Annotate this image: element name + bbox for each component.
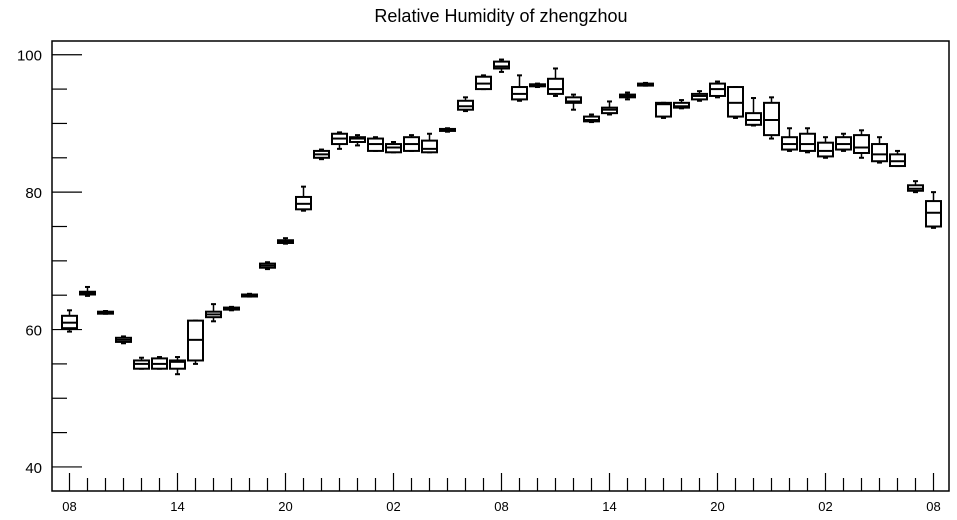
box-mark <box>529 82 546 89</box>
box-mark <box>853 129 870 159</box>
box-body <box>925 200 942 228</box>
box-mark <box>727 86 744 119</box>
x-tick-label: 20 <box>278 499 292 514</box>
box-body <box>745 112 762 126</box>
box-mark <box>907 180 924 194</box>
box-body <box>673 101 690 109</box>
box-mark <box>745 97 762 127</box>
box-body <box>547 77 564 95</box>
box-mark <box>349 134 366 147</box>
box-body <box>817 141 834 158</box>
box-body <box>583 115 600 123</box>
chart-title: Relative Humidity of zhengzhou <box>374 6 627 26</box>
box-mark <box>403 134 420 152</box>
box-mark <box>313 148 330 161</box>
box-mark <box>781 127 798 152</box>
box-body <box>565 96 582 104</box>
box-body <box>349 136 366 143</box>
box-mark <box>619 91 636 101</box>
box-mark <box>367 136 384 152</box>
x-tick-label: 20 <box>710 499 724 514</box>
box-mark <box>331 131 348 150</box>
box-mark <box>655 101 672 119</box>
box-body <box>457 99 474 111</box>
box-mark <box>439 127 456 133</box>
x-tick-label: 14 <box>170 499 184 514</box>
box-mark <box>115 335 132 345</box>
box-body <box>169 359 186 370</box>
box-mark <box>385 140 402 154</box>
box-body <box>421 139 438 154</box>
box-mark <box>511 74 528 102</box>
y-axis: 40 60 80 100 <box>17 48 82 477</box>
box-mark <box>871 136 888 164</box>
x-tick-label: 14 <box>602 499 616 514</box>
box-mark <box>223 305 240 312</box>
box-body <box>799 132 816 152</box>
box-mark <box>889 149 906 168</box>
x-tick-label: 02 <box>386 499 400 514</box>
box-mark <box>187 319 204 365</box>
box-mark <box>421 132 438 154</box>
box-mark <box>709 80 726 99</box>
box-mark <box>295 185 312 212</box>
y-tick-label: 100 <box>17 48 42 65</box>
box-mark <box>601 100 618 116</box>
x-tick-label: 02 <box>818 499 832 514</box>
box-mark <box>691 90 708 102</box>
box-mark <box>673 99 690 110</box>
box-mark <box>565 93 582 111</box>
x-tick-label: 08 <box>494 499 508 514</box>
box-mark <box>205 303 222 323</box>
box-mark <box>259 261 276 271</box>
box-mark <box>133 356 150 370</box>
box-mark <box>799 127 816 154</box>
box-body <box>889 153 906 168</box>
x-tick-label: 08 <box>926 499 940 514</box>
box-body <box>853 134 870 154</box>
box-mark <box>151 356 168 370</box>
box-mark <box>241 292 258 298</box>
box-mark <box>925 191 942 229</box>
box-series <box>61 58 942 376</box>
box-body <box>727 86 744 118</box>
box-mark <box>637 81 654 87</box>
y-tick-label: 80 <box>25 185 42 202</box>
box-mark <box>835 132 852 152</box>
box-mark <box>547 67 564 97</box>
y-tick-label: 40 <box>25 460 42 477</box>
box-mark <box>79 285 96 297</box>
box-mark <box>763 96 780 140</box>
x-axis: 08 14 20 02 08 14 20 02 08 <box>62 473 941 514</box>
box-mark <box>277 237 294 245</box>
box-body <box>493 60 510 70</box>
box-mark <box>493 58 510 73</box>
box-body <box>763 101 780 137</box>
box-mark <box>457 96 474 113</box>
box-body <box>655 101 672 118</box>
box-mark <box>475 74 492 91</box>
box-mark <box>61 309 78 333</box>
x-tick-label: 08 <box>62 499 76 514</box>
y-tick-label: 60 <box>25 323 42 340</box>
box-mark <box>169 356 186 376</box>
plot-area-frame <box>51 40 950 492</box>
box-body <box>871 143 888 163</box>
box-mark <box>97 310 114 315</box>
box-mark <box>583 113 600 124</box>
box-mark <box>817 136 834 159</box>
